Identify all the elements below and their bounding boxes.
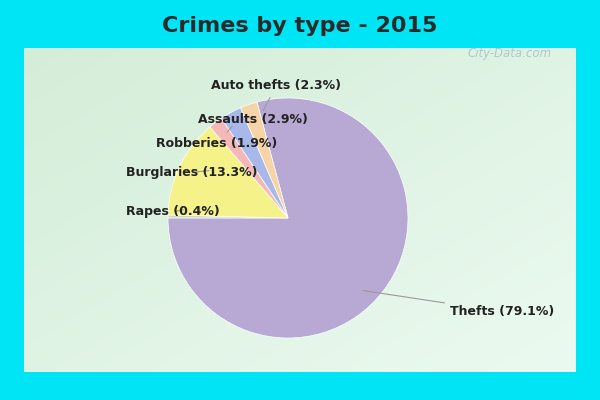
Text: Auto thefts (2.3%): Auto thefts (2.3%) [211,80,341,111]
Text: Burglaries (13.3%): Burglaries (13.3%) [126,166,257,179]
Text: Thefts (79.1%): Thefts (79.1%) [363,290,554,318]
Text: Robberies (1.9%): Robberies (1.9%) [156,126,277,150]
Text: Rapes (0.4%): Rapes (0.4%) [126,206,220,218]
Text: Assaults (2.9%): Assaults (2.9%) [198,113,308,126]
Text: Crimes by type - 2015: Crimes by type - 2015 [163,16,437,36]
Wedge shape [168,215,288,218]
Wedge shape [168,98,408,338]
Wedge shape [168,127,288,218]
Text: City-Data.com: City-Data.com [468,48,552,60]
Wedge shape [210,118,288,218]
Wedge shape [221,108,288,218]
Wedge shape [241,102,288,218]
